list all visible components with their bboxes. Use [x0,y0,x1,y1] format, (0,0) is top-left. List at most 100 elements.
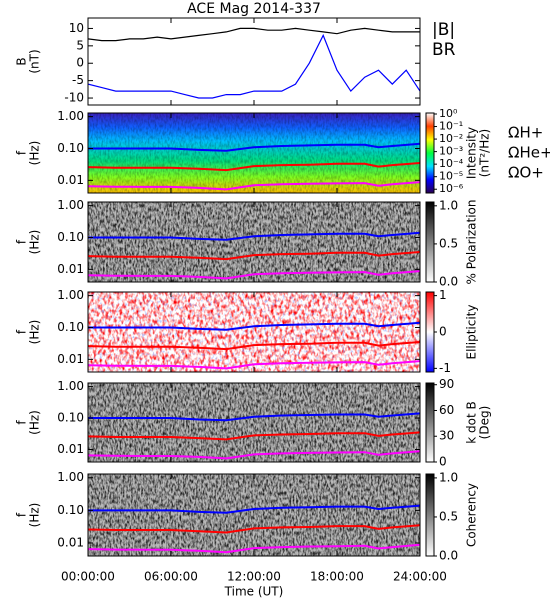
y-tick-label: 1.00 [57,198,84,212]
spectrogram [87,202,421,282]
y-axis-label: (Hz) [28,410,42,435]
spectrogram [87,474,421,556]
y-tick-label: 0.10 [57,411,84,425]
y-axis-label: (Hz) [28,503,42,528]
colorbar-tick-label: 10⁻⁵ [439,170,463,183]
colorbar-tick-label: 10⁻² [439,132,463,145]
colorbar-tick-label: 1 [439,288,447,302]
legend-entry: |B| [432,20,455,40]
gyrofrequency-line [87,524,421,534]
y-tick-label: 0.10 [57,320,84,334]
colorbar [425,382,435,463]
x-tick-label: 06:00:00 [144,570,198,584]
y-axis-label: f [15,239,29,244]
y-tick-label: 10 [69,21,84,35]
spectrogram [87,113,421,193]
colorbar-label: (Deg) [478,406,492,440]
gyrofrequency-line [87,360,421,370]
y-axis-label: B [15,57,29,65]
colorbar-tick-label: 1.0 [439,470,458,484]
colorbar-label: Coherency [465,483,479,547]
spectrogram [87,292,421,372]
y-axis-label: (nT) [28,49,42,73]
panel-frame [87,17,421,106]
y-tick-label: 0.01 [57,536,84,550]
y-tick-label: 1.00 [57,470,84,484]
gyrofrequency-line [88,504,421,514]
gyrofrequency-line [88,321,421,331]
colorbar-tick-label: 30 [439,429,454,443]
gyrofrequency-line [87,341,421,351]
y-tick-label: 1.00 [57,288,84,302]
gyrofrequency-line [87,450,421,460]
y-tick-label: -5 [72,73,84,87]
y-tick-label: 1.00 [57,379,84,393]
colorbar-tick-label: 0.5 [439,509,458,523]
x-tick-label: 12:00:00 [227,570,281,584]
spectrogram [87,383,421,462]
colorbar [425,291,435,373]
colorbar-label: % Polarization [465,200,479,285]
gyrofrequency-line [88,412,421,422]
y-tick-label: 0.01 [57,173,84,187]
colorbar-label: (nT²/Hz) [478,129,492,177]
colorbar [425,201,435,283]
legend-entry: ΩHe+ [508,144,550,162]
colorbar-tick-label: 10⁰ [439,107,458,120]
y-axis-label: f [15,420,29,425]
colorbar-tick-label: 10⁻¹ [439,120,463,133]
colorbar-label: Intensity [465,127,479,179]
y-tick-label: 0.10 [57,141,84,155]
y-tick-label: 0.10 [57,230,84,244]
x-axis-label: Time (UT) [224,585,284,599]
colorbar-tick-label: -1 [439,361,451,375]
y-tick-label: 0.01 [57,442,84,456]
y-axis-label: (Hz) [28,320,42,345]
gyrofrequency-line [88,142,421,152]
colorbar-tick-label: 10⁻³ [439,145,463,158]
gyrofrequency-line [87,181,421,191]
legend-entry: ΩH+ [508,124,543,142]
colorbar [425,112,435,194]
colorbar-tick-label: 60 [439,403,454,417]
colorbar [425,473,435,557]
colorbar-tick-label: 0.5 [439,236,458,250]
y-tick-label: 0.10 [57,503,84,517]
y-tick-label: 0.01 [57,352,84,366]
colorbar-tick-label: 0 [439,455,447,469]
series-group [88,27,420,99]
y-tick-label: 0 [76,56,84,70]
y-axis-label: (Hz) [28,230,42,255]
legend-entry: BR [432,40,456,60]
series-line [88,33,420,99]
series-line [88,27,420,42]
x-tick-label: 24:00:00 [393,570,447,584]
colorbar-tick-label: 1.0 [439,198,458,212]
chart-title: ACE Mag 2014-337 [187,1,321,17]
y-tick-label: 0.01 [57,262,84,276]
gyrofrequency-line [87,543,421,554]
legend-entry: ΩO+ [508,164,544,182]
colorbar-tick-label: 10⁻⁴ [439,157,464,170]
y-tick-label: 1.00 [57,109,84,123]
colorbar-tick-label: 0.0 [439,275,458,289]
spectrogram-texture [88,292,420,372]
spectrogram-texture [88,113,420,193]
colorbar-label: Ellipticity [465,305,479,360]
colorbar-label: k dot B [465,401,479,443]
spectrogram-texture [88,474,420,556]
colorbar-tick-label: 10⁻⁶ [439,182,464,195]
y-axis-label: f [15,512,29,517]
y-axis-label: f [15,150,29,155]
y-axis-label: f [15,329,29,334]
x-tick-label: 00:00:00 [61,570,115,584]
spectrogram-texture [88,202,420,282]
spectrogram-texture [88,383,420,462]
plot-area [88,27,420,99]
colorbar-tick-label: 90 [439,377,454,391]
y-axis-label: (Hz) [28,141,42,166]
gyrofrequency-line [87,431,421,441]
colorbar-tick-label: 0 [439,325,447,339]
y-tick-label: 5 [76,38,84,52]
